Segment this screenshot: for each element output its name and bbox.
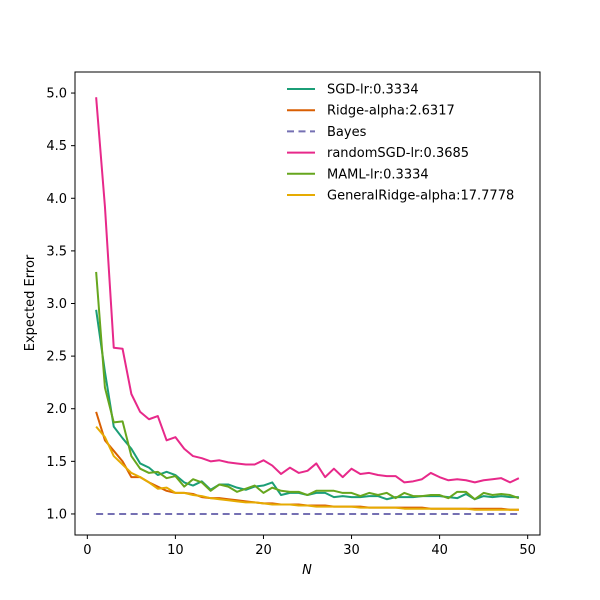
x-tick-label: 0: [83, 543, 91, 558]
legend-item-randomsgd-lr-0-3685: randomSGD-lr:0.3685: [287, 146, 469, 161]
legend-item-bayes: Bayes: [287, 125, 367, 140]
legend: SGD-lr:0.3334 Ridge-alpha:2.6317 Bayes rand…: [287, 83, 514, 204]
y-tick-label: 2.0: [46, 402, 67, 417]
series-line-randomsgd-lr-0-3685: [95, 97, 520, 484]
y-axis-ticks: 1.0 1.5 2.0 2.5 3.0 3.5 4.0 4.5 5.0: [46, 87, 75, 522]
x-axis-label: N: [302, 563, 312, 578]
series-line-maml-lr-0-3334: [95, 271, 520, 501]
legend-label: randomSGD-lr:0.3685: [327, 146, 469, 161]
legend-item-maml-lr-0-3334: MAML-lr:0.3334: [287, 167, 429, 182]
y-tick-label: 3.0: [46, 297, 67, 312]
x-tick-label: 40: [431, 543, 448, 558]
legend-label: SGD-lr:0.3334: [327, 83, 419, 98]
y-tick-label: 4.0: [46, 192, 67, 207]
y-tick-label: 4.5: [46, 139, 67, 154]
y-tick-label: 2.5: [46, 350, 67, 365]
x-tick-label: 10: [167, 543, 184, 558]
x-tick-label: 50: [519, 543, 536, 558]
legend-item-ridge-alpha-2-6317: Ridge-alpha:2.6317: [287, 104, 455, 119]
x-tick-label: 30: [343, 543, 360, 558]
series-line-generalridge-alpha-17-7778: [95, 425, 519, 511]
legend-label: Bayes: [327, 125, 367, 140]
y-tick-label: 3.5: [46, 244, 67, 259]
legend-item-generalridge-alpha-17-7778: GeneralRidge-alpha:17.7778: [287, 189, 514, 204]
x-tick-label: 20: [255, 543, 272, 558]
legend-label: GeneralRidge-alpha:17.7778: [327, 189, 514, 204]
series-layer: [95, 97, 520, 515]
y-tick-label: 1.5: [46, 455, 67, 470]
legend-label: Ridge-alpha:2.6317: [327, 104, 455, 119]
legend-item-sgd-lr-0-3334: SGD-lr:0.3334: [287, 83, 419, 98]
y-tick-label: 5.0: [46, 87, 67, 102]
y-tick-label: 1.0: [46, 507, 67, 522]
x-axis-ticks: 0 10 20 30 40 50: [83, 535, 536, 558]
legend-label: MAML-lr:0.3334: [327, 167, 429, 182]
y-axis-label: Expected Error: [23, 254, 38, 351]
